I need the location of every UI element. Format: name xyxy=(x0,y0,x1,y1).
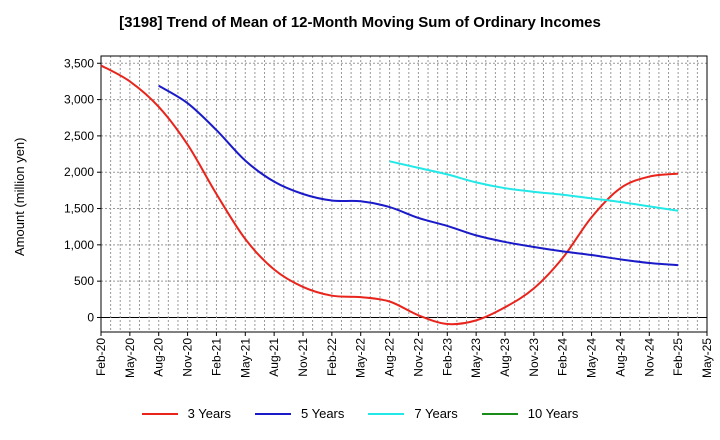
x-tick-label: Nov-23 xyxy=(527,338,541,377)
legend-item-10-years: 10 Years xyxy=(481,406,579,421)
y-tick-label: 2,000 xyxy=(64,165,94,179)
plot-frame xyxy=(100,55,708,333)
x-tick-label: May-20 xyxy=(123,338,137,378)
legend-swatch xyxy=(368,412,405,415)
x-tick-label: May-24 xyxy=(585,338,599,378)
y-tick-label: 3,000 xyxy=(64,93,94,107)
x-tick-label: May-22 xyxy=(354,338,368,378)
x-tick-label: May-25 xyxy=(700,338,714,378)
legend-label: 7 Years xyxy=(414,406,458,421)
x-tick-label: Feb-24 xyxy=(556,338,570,376)
y-tick-label: 500 xyxy=(74,274,94,288)
legend-label: 3 Years xyxy=(187,406,231,421)
x-tick-label: Nov-21 xyxy=(296,338,310,377)
x-tick-label: Aug-20 xyxy=(152,338,166,377)
series-line-7-years xyxy=(389,160,679,212)
legend-item-5-years: 5 Years xyxy=(255,406,344,421)
x-tick-label: Feb-21 xyxy=(209,338,223,376)
x-tick-label: Feb-20 xyxy=(94,338,108,376)
legend-swatch xyxy=(255,412,291,415)
x-tick-label: Feb-22 xyxy=(325,338,339,376)
y-axis-ticks: 0 500 1,000 1,500 2,000 2,500 3,000 3,500 xyxy=(64,56,101,324)
series-line-5-years xyxy=(158,84,679,267)
series-line-3-years xyxy=(100,64,679,326)
x-tick-label: May-23 xyxy=(469,338,483,378)
x-tick-label: Aug-24 xyxy=(613,338,627,377)
x-tick-label: Nov-20 xyxy=(181,338,195,377)
legend-item-3-years: 3 Years xyxy=(141,406,231,421)
x-tick-label: Nov-24 xyxy=(642,338,656,377)
legend-label: 10 Years xyxy=(527,406,579,421)
y-tick-label: 3,500 xyxy=(64,56,94,70)
x-axis-ticks: Feb-20 May-20 Aug-20 Nov-20 Feb-21 May-21 Aug-… xyxy=(94,332,714,378)
x-tick-label: Feb-23 xyxy=(440,338,454,376)
legend-item-7-years: 7 Years xyxy=(368,406,458,421)
y-tick-label: 1,000 xyxy=(64,238,94,252)
legend: 3 Years 5 Years 7 Years 10 Years xyxy=(0,406,720,421)
x-tick-label: Aug-22 xyxy=(383,338,397,377)
x-tick-label: May-21 xyxy=(238,338,252,378)
y-tick-label: 2,500 xyxy=(64,129,94,143)
legend-label: 5 Years xyxy=(301,406,345,421)
grid-lines xyxy=(101,56,707,332)
legend-swatch xyxy=(481,412,518,415)
series-lines xyxy=(100,64,679,326)
x-tick-label: Feb-25 xyxy=(671,338,685,376)
chart-title: [3198] Trend of Mean of 12-Month Moving … xyxy=(119,14,601,31)
y-tick-label: 1,500 xyxy=(64,202,94,216)
y-tick-label: 0 xyxy=(87,310,94,324)
x-tick-label: Aug-21 xyxy=(267,338,281,377)
x-tick-label: Nov-22 xyxy=(411,338,425,377)
x-tick-label: Aug-23 xyxy=(498,338,512,377)
legend-swatch xyxy=(141,412,178,415)
